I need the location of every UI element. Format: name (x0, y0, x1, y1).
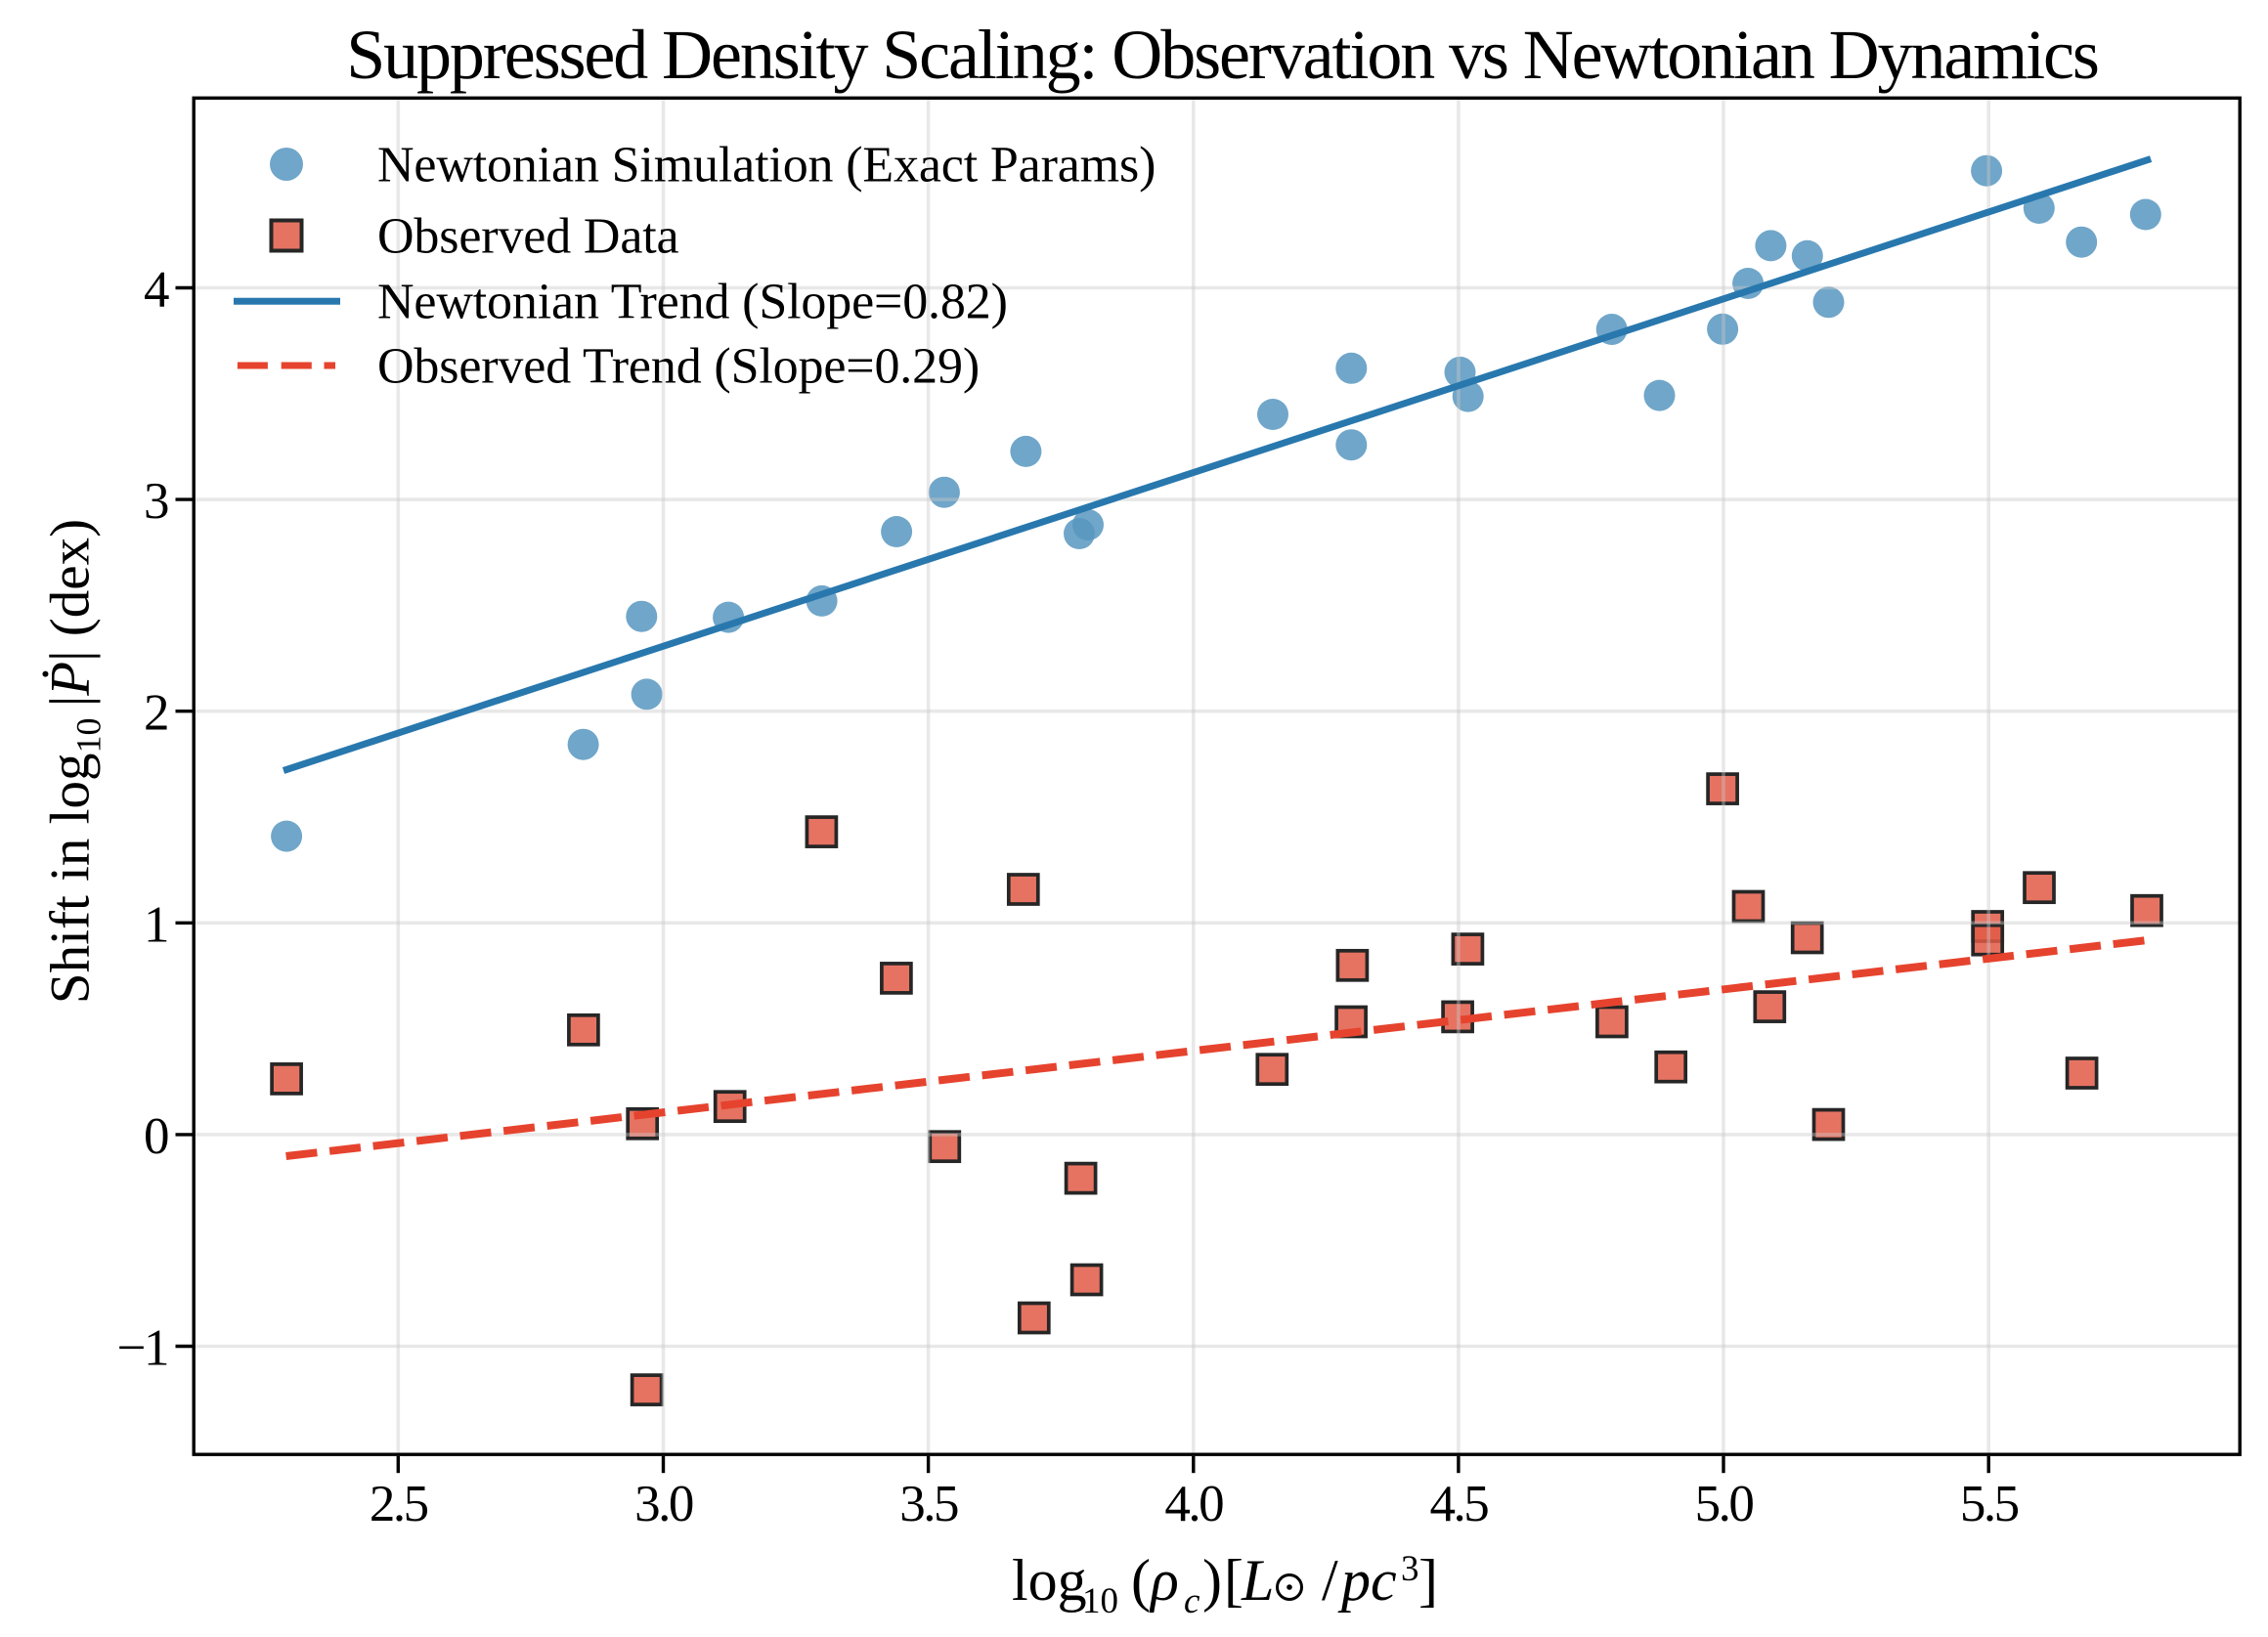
svg-text:(: ( (1131, 1548, 1151, 1613)
svg-text:4.5: 4.5 (1430, 1476, 1489, 1532)
svg-text:ρ: ρ (1149, 1548, 1179, 1613)
svg-text:10: 10 (1082, 1581, 1118, 1621)
svg-text:5.0: 5.0 (1695, 1476, 1754, 1532)
svg-text:[: [ (1224, 1548, 1243, 1613)
svg-text:4: 4 (144, 262, 169, 319)
svg-text:Newtonian Simulation (Exact Pa: Newtonian Simulation (Exact Params) (377, 138, 1156, 194)
svg-text:Observed Data: Observed Data (377, 209, 679, 265)
svg-text:c: c (1184, 1581, 1200, 1621)
svg-text:Newtonian Trend (Slope=0.82): Newtonian Trend (Slope=0.82) (377, 275, 1008, 330)
svg-text:5.5: 5.5 (1960, 1476, 2019, 1532)
svg-text:pc: pc (1337, 1548, 1397, 1613)
svg-text:/: / (1322, 1548, 1338, 1613)
svg-text:3: 3 (1401, 1549, 1419, 1589)
svg-text:0: 0 (144, 1108, 168, 1165)
svg-text:3: 3 (144, 473, 168, 530)
svg-text:1: 1 (144, 896, 167, 953)
svg-text:Shift in log10 |Ṗ| (dex): Shift in log10 |Ṗ| (dex) (40, 519, 109, 1004)
svg-text:]: ] (1418, 1548, 1438, 1613)
svg-text:Suppressed Density Scaling: Ob: Suppressed Density Scaling: Observation … (346, 16, 2098, 94)
svg-text:2.5: 2.5 (370, 1476, 428, 1532)
svg-text:log: log (1012, 1548, 1087, 1613)
svg-text:3.0: 3.0 (634, 1476, 693, 1532)
svg-text:−1: −1 (117, 1320, 167, 1377)
svg-text:2: 2 (144, 685, 167, 742)
svg-text:Observed Trend (Slope=0.29): Observed Trend (Slope=0.29) (377, 339, 980, 395)
svg-text:): ) (1202, 1548, 1222, 1613)
svg-text:4.0: 4.0 (1164, 1476, 1223, 1532)
svg-text:3.5: 3.5 (899, 1476, 958, 1532)
svg-text:L: L (1241, 1548, 1274, 1613)
